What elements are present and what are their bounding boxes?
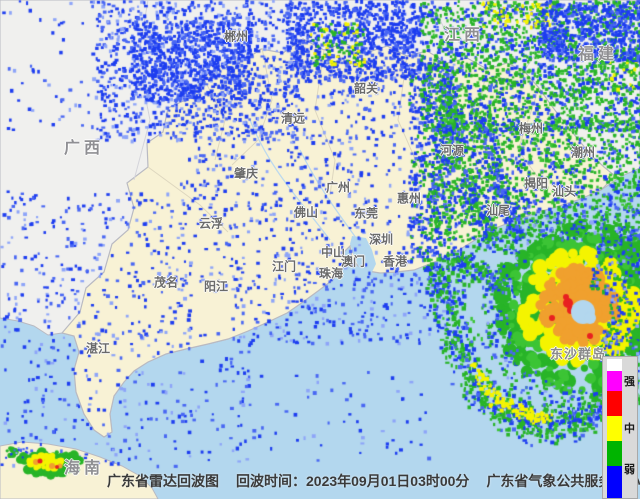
caption-time: 回波时间：2023年09月01日03时00分 xyxy=(236,473,470,489)
legend-color-bar xyxy=(607,359,622,498)
legend-label-strong: 强 xyxy=(624,376,635,388)
legend-color-3 xyxy=(607,416,622,441)
legend-color-0 xyxy=(607,359,622,371)
legend-color-4 xyxy=(607,441,622,466)
caption-credit: 广东省气象公共服务中心制作 xyxy=(486,473,640,489)
legend-label-weak: 弱 xyxy=(624,464,635,476)
caption-bar: 广东省雷达回波图 回波时间：2023年09月01日03时00分 广东省气象公共服… xyxy=(107,471,640,491)
legend-color-1 xyxy=(607,371,622,391)
caption-title: 广东省雷达回波图 xyxy=(107,473,219,489)
legend-panel: 强中弱 xyxy=(602,356,638,499)
legend-label-medium: 中 xyxy=(624,423,635,435)
legend-color-5 xyxy=(607,466,622,498)
legend-color-2 xyxy=(607,391,622,416)
